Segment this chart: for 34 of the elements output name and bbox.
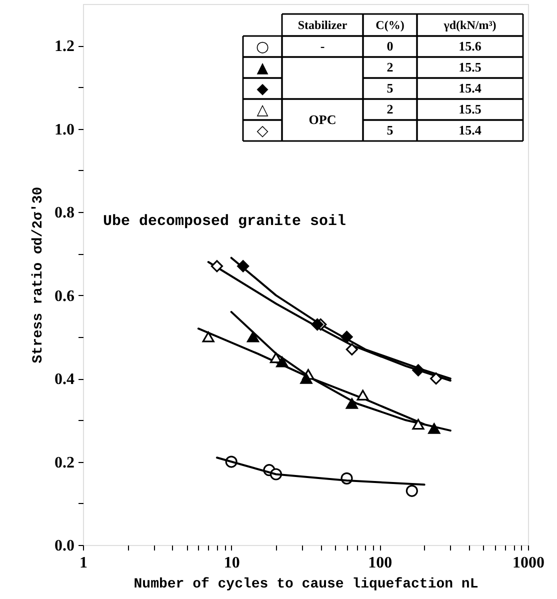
y-tick-label: 0.4 (54, 371, 74, 388)
annotation: △ (256, 100, 269, 118)
annotation: ▲ (256, 58, 269, 76)
annotation: 2 (386, 102, 394, 116)
annotation: 5 (386, 122, 394, 138)
x-tick-label: 1 (80, 554, 88, 572)
annotation: ○ (256, 38, 270, 56)
annotation: - (320, 38, 325, 54)
x-tick-label: 10 (224, 554, 240, 572)
annotation: 2 (386, 60, 394, 74)
y-tick-label: 0.6 (54, 288, 74, 305)
y-tick-label: 0.0 (54, 538, 74, 554)
x-tick-label: 100 (368, 554, 392, 572)
annotation: 15.6 (458, 38, 482, 54)
y-tick-label: 0.2 (54, 454, 74, 472)
annotation: 15.4 (458, 80, 482, 96)
annotation: ◇ (256, 122, 269, 140)
x-axis-title: Number of cycles to cause liquefaction nL (134, 576, 478, 592)
annotation: 15.5 (458, 102, 482, 116)
annotation: γd(kN/m³) (442, 18, 496, 32)
annotation: OPC (308, 112, 336, 127)
annotation: Stabilizer (298, 18, 348, 32)
annotation: ◆ (256, 80, 269, 98)
y-tick-label: 1.0 (54, 121, 74, 138)
x-tick-label: 1000 (512, 554, 544, 572)
annotation: C(%) (376, 18, 404, 32)
y-tick-label: 0.8 (54, 204, 74, 222)
annotation: Ube decomposed granite soil (103, 213, 346, 230)
y-axis-title: Stress ratio σd/2σ'30 (30, 186, 46, 364)
y-tick-label: 1.2 (54, 38, 74, 56)
annotation: 15.4 (458, 122, 482, 138)
annotation: 0 (386, 38, 394, 54)
annotation: 15.5 (458, 60, 482, 74)
annotation: 5 (386, 80, 394, 96)
